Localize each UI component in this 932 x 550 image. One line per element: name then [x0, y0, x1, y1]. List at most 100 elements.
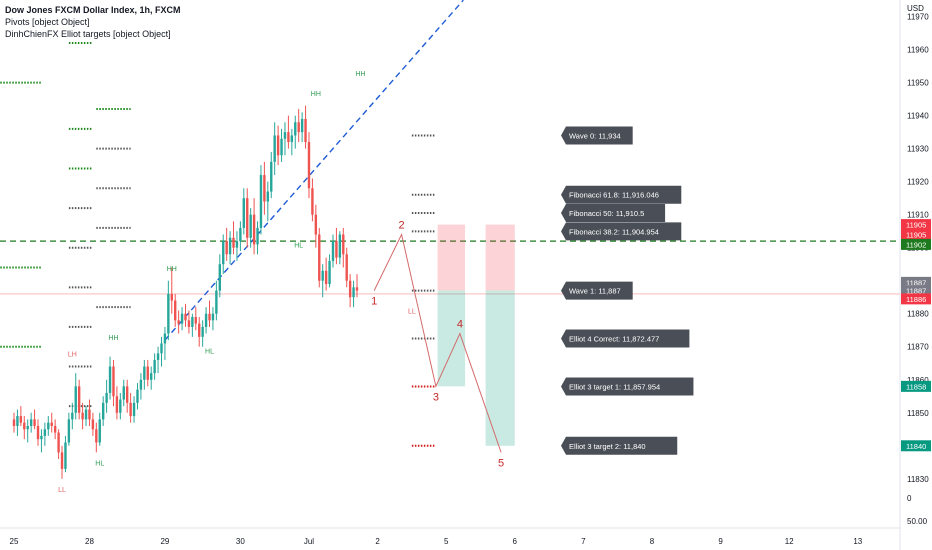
candle-body [352, 287, 355, 298]
candle-body [222, 241, 225, 265]
candle-body [228, 237, 232, 255]
legend-elliott[interactable]: DinhChienFX Elliot targets [object Objec… [5, 29, 171, 39]
elliott-level-tag[interactable] [561, 329, 690, 348]
pivot-label: LH [68, 352, 77, 359]
elliott-wave-label: 1 [371, 296, 377, 308]
candle-body [57, 432, 60, 453]
price-tick-label: 11830 [907, 475, 929, 484]
elliott-level-tag-text: Elliot 3 target 1: 11,857.954 [569, 383, 660, 392]
elliott-level-tag-text: Fibonacci 61.8: 11,916.046 [569, 191, 659, 200]
candle-body [328, 260, 331, 285]
price-tick-label: 11950 [907, 79, 929, 88]
candle-body [43, 429, 47, 436]
candle-body [19, 416, 23, 423]
price-tick-label: 11850 [907, 409, 929, 418]
short-stop-zone[interactable] [437, 224, 466, 291]
candle-body [318, 234, 321, 281]
price-axis-tag-text: 11858 [906, 382, 926, 391]
short-target-zone-2[interactable] [485, 290, 515, 446]
candle-body [23, 422, 26, 430]
time-tick-label: 13 [853, 537, 862, 546]
candle-body [153, 359, 156, 374]
candle-body [29, 419, 33, 426]
candle-body [208, 313, 211, 321]
time-tick-label: 28 [85, 537, 94, 546]
pivot-label: HL [205, 348, 214, 355]
candle-body [211, 313, 215, 321]
time-tick-label: 9 [718, 537, 723, 546]
currency-label: USD [907, 4, 924, 13]
candle-body [184, 313, 187, 321]
price-axis-tag [901, 293, 931, 305]
trendline[interactable] [164, 0, 464, 341]
price-axis-tag [901, 276, 931, 288]
candle-body [283, 132, 287, 139]
candle-body [232, 237, 235, 248]
candle-body [115, 396, 119, 413]
candle-body [270, 161, 273, 192]
elliott-level-tag-text: Fibonacci 50: 11,910.5 [569, 209, 644, 218]
candle-body [36, 425, 40, 440]
time-tick-label: 30 [236, 537, 245, 546]
pivot-label: HH [108, 335, 118, 342]
pivot-label: HL [294, 243, 303, 250]
legend-pivots[interactable]: Pivots [object Object] [5, 17, 90, 27]
price-axis-tag [901, 238, 931, 250]
price-axis-tag [901, 228, 931, 240]
elliott-level-tag[interactable] [561, 126, 633, 145]
candle-body [294, 122, 297, 136]
elliott-wave-label: 2 [399, 219, 405, 231]
price-axis-tag-text: 11886 [906, 295, 926, 304]
elliott-level-tag[interactable] [561, 185, 682, 204]
candle-body [160, 343, 163, 354]
time-tick-label: 12 [785, 537, 794, 546]
candle-body [297, 122, 300, 133]
price-axis-tag [901, 219, 931, 231]
elliott-level-tag[interactable] [561, 436, 678, 455]
candle-body [280, 138, 283, 156]
candle-body [47, 422, 50, 430]
candle-body [177, 320, 180, 324]
candle-body [98, 419, 101, 443]
candle-body [174, 300, 177, 321]
candle-body [101, 402, 105, 420]
candle-body [300, 118, 304, 133]
price-axis-tag-text: 11902 [906, 240, 926, 249]
candle-body [12, 419, 16, 426]
price-tick-label: 11870 [907, 343, 929, 352]
time-tick-label: Jul [304, 537, 314, 546]
candle-body [88, 409, 91, 420]
candle-body [71, 412, 74, 420]
elliott-level-tag[interactable] [561, 222, 682, 241]
elliott-level-tag-text: Elliot 3 target 2: 11,840 [569, 442, 646, 451]
candle-body [122, 386, 125, 400]
elliott-level-tag[interactable] [561, 377, 694, 396]
candle-body [304, 118, 307, 143]
elliott-level-tag[interactable] [561, 204, 666, 223]
candle-body [314, 214, 318, 235]
candle-body [26, 425, 29, 430]
candle-body [64, 442, 67, 469]
candle-body [215, 290, 218, 314]
candle-body [235, 241, 239, 248]
legend-title: Dow Jones FXCM Dollar Index, 1h, FXCM [5, 5, 181, 15]
candle-body [156, 353, 160, 360]
candle-body [112, 366, 115, 397]
elliott-wave-path [373, 232, 502, 453]
time-tick-label: 6 [513, 537, 518, 546]
short-target-zone[interactable] [437, 290, 466, 387]
candle-body [67, 419, 71, 443]
candle-body [191, 317, 194, 327]
short-stop-zone-2[interactable] [485, 224, 515, 291]
candle-body [311, 188, 314, 215]
elliott-level-tag-text: Elliot 4 Correct: 11,872.477 [569, 335, 659, 344]
candle-body [201, 326, 204, 337]
elliott-level-tag[interactable] [561, 281, 633, 300]
candle-body [246, 198, 249, 238]
candle-body [348, 280, 352, 298]
pivot-label: LL [408, 309, 416, 316]
candle-body [53, 425, 57, 433]
elliott-wave-label: 3 [433, 391, 439, 403]
candle-body [276, 135, 280, 156]
